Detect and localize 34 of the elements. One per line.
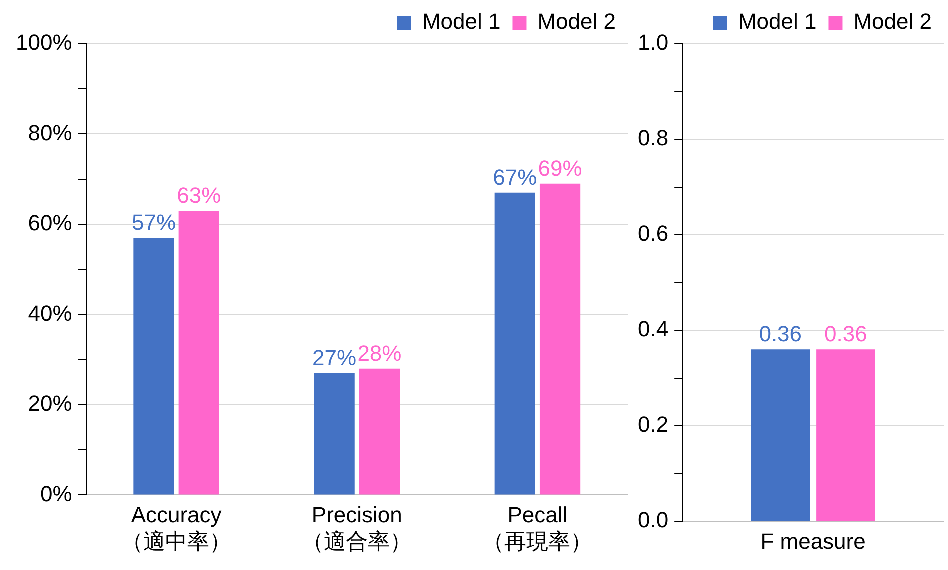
y-tick-label: 0% bbox=[40, 481, 72, 506]
y-tick-label: 0.8 bbox=[638, 126, 669, 151]
y-tick-label: 60% bbox=[28, 210, 72, 236]
legend-label: Model 1 bbox=[738, 9, 817, 34]
y-tick-label: 80% bbox=[28, 120, 72, 146]
bar bbox=[540, 184, 581, 495]
x-tick-label: Pecall （再現率） bbox=[482, 502, 593, 554]
y-tick-label: 40% bbox=[28, 300, 72, 326]
data-label: 63% bbox=[177, 183, 222, 208]
y-tick-label: 20% bbox=[28, 391, 72, 416]
bar bbox=[134, 238, 174, 495]
y-tick-label: 0.6 bbox=[638, 221, 669, 246]
data-label: 67% bbox=[493, 164, 538, 190]
legend-label: Model 2 bbox=[538, 9, 616, 34]
bar bbox=[359, 368, 400, 495]
data-label: 57% bbox=[132, 210, 176, 236]
legend-label: Model 2 bbox=[854, 9, 932, 34]
data-label: 27% bbox=[312, 345, 357, 370]
bar bbox=[178, 210, 220, 495]
data-label: 69% bbox=[538, 156, 582, 181]
bar bbox=[494, 192, 536, 495]
x-tick-label: Accuracy （適中率） bbox=[122, 502, 232, 554]
legend-label: Model 1 bbox=[422, 9, 501, 34]
y-tick-label: 1.0 bbox=[638, 30, 669, 56]
x-tick-label: Precision （適合率） bbox=[302, 502, 412, 554]
data-label: 0.36 bbox=[759, 322, 802, 347]
data-label: 28% bbox=[358, 340, 402, 366]
y-tick-label: 0.0 bbox=[638, 508, 669, 533]
y-tick-label: 0.4 bbox=[638, 316, 669, 342]
data-label: 0.36 bbox=[824, 322, 868, 347]
y-tick-label: 100% bbox=[16, 30, 72, 56]
y-tick-label: 0.2 bbox=[638, 412, 669, 438]
bar bbox=[314, 373, 355, 495]
x-tick-label: F measure bbox=[760, 528, 866, 554]
